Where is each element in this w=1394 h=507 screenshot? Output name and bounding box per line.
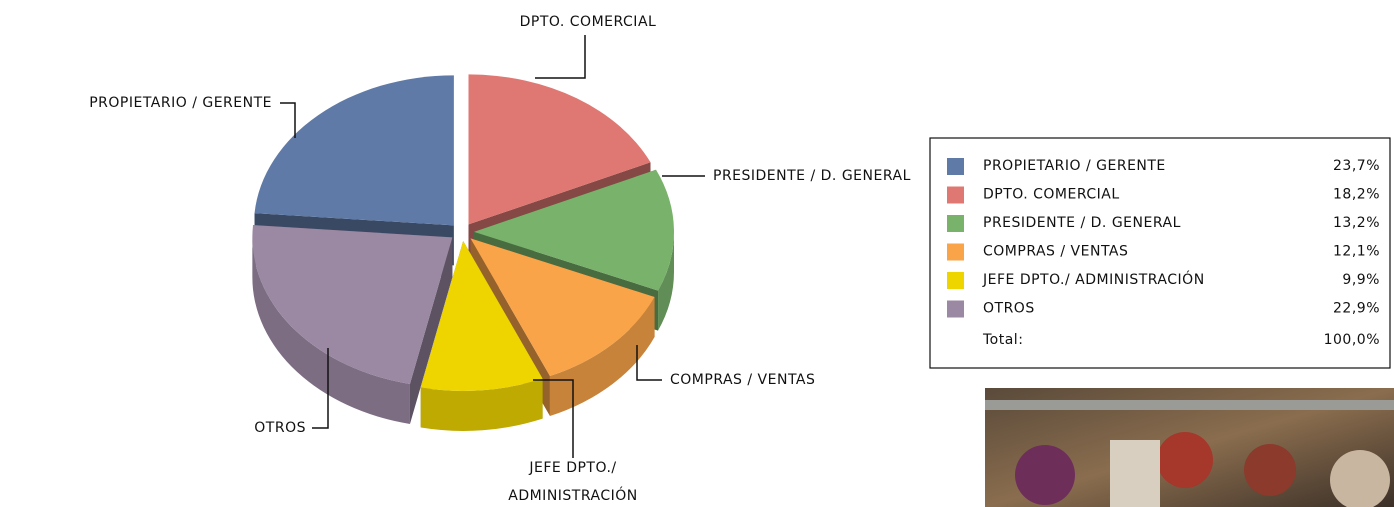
legend-swatch [947, 215, 964, 232]
legend-swatch [947, 272, 964, 289]
leader-line [535, 35, 585, 78]
total-value: 100,0% [1324, 332, 1380, 348]
legend-label: DPTO. COMERCIAL [983, 187, 1120, 203]
legend-value: 18,2% [1333, 187, 1380, 203]
legend-label: COMPRAS / VENTAS [983, 244, 1128, 260]
photo-object [1157, 432, 1213, 488]
legend-value: 12,1% [1333, 244, 1380, 260]
pie-tops [252, 74, 674, 391]
legend-label: JEFE DPTO./ ADMINISTRACIÓN [982, 270, 1205, 288]
slice-label: PROPIETARIO / GERENTE [89, 95, 272, 111]
slice-label: JEFE DPTO./ADMINISTRACIÓN [508, 460, 638, 504]
legend-value: 22,9% [1333, 301, 1380, 317]
slice-label: OTROS [254, 420, 306, 436]
slice-label: COMPRAS / VENTAS [670, 372, 815, 388]
photo [985, 388, 1394, 507]
legend-label: PROPIETARIO / GERENTE [983, 158, 1166, 174]
photo-object [1110, 440, 1160, 507]
photo-object [1015, 445, 1075, 505]
photo-rail [985, 400, 1394, 410]
total-label: Total: [982, 332, 1023, 348]
legend-swatch [947, 187, 964, 204]
slice-label: DPTO. COMERCIAL [520, 14, 657, 30]
legend-value: 13,2% [1333, 215, 1380, 231]
slice-label: PRESIDENTE / D. GENERAL [713, 168, 911, 184]
legend-value: 23,7% [1333, 158, 1380, 174]
legend-label: OTROS [983, 301, 1035, 317]
leader-line [280, 103, 295, 138]
legend-value: 9,9% [1342, 272, 1380, 288]
legend-swatch [947, 244, 964, 261]
chart: PROPIETARIO / GERENTE DPTO. COMERCIAL PRES… [0, 0, 1394, 507]
legend-label: PRESIDENTE / D. GENERAL [983, 215, 1181, 231]
slice [255, 75, 454, 225]
legend-swatch [947, 301, 964, 318]
legend-swatch [947, 158, 964, 175]
photo-object [1244, 444, 1296, 496]
